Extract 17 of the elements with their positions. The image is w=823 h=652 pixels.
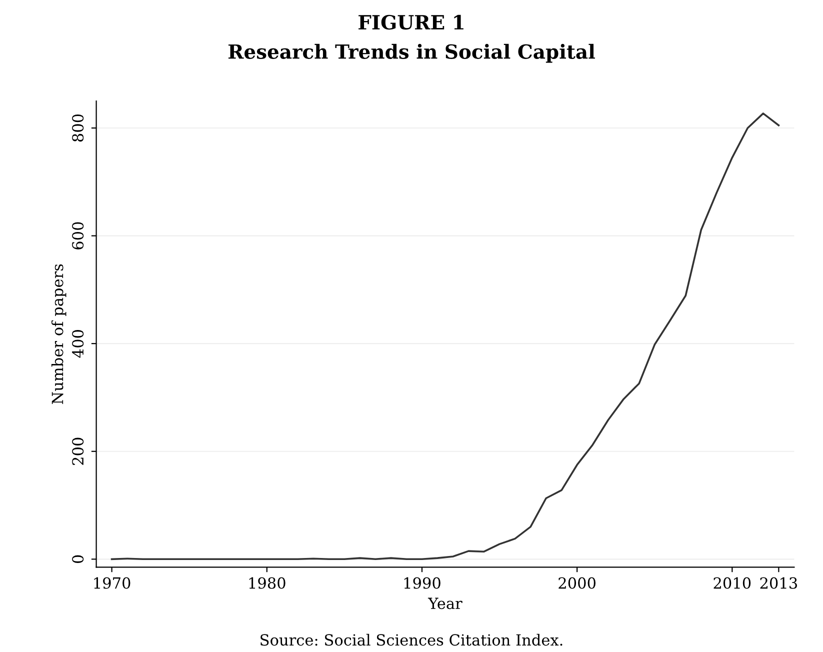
- y-tick-label: 0: [72, 555, 84, 564]
- y-axis-title: Number of papers: [51, 264, 66, 404]
- x-axis-title: Year: [428, 598, 462, 610]
- x-tick-label: 1970: [94, 577, 130, 589]
- x-tick-label: 2013: [760, 577, 797, 589]
- x-tick-label: 1990: [404, 577, 440, 589]
- source-note: Source: Social Sciences Citation Index.: [260, 634, 562, 646]
- y-tick-label: 200: [72, 438, 84, 465]
- chart-title: FIGURE 1: [358, 14, 464, 30]
- line-series: [110, 112, 780, 560]
- y-tick-label: 600: [72, 222, 84, 250]
- x-tick-label: 1980: [249, 577, 286, 589]
- x-tick-label: 2010: [714, 577, 751, 589]
- chart-subtitle: Research Trends in Social Capital: [228, 44, 595, 63]
- y-tick-label: 400: [72, 330, 84, 358]
- y-tick-label: 800: [72, 114, 84, 142]
- x-tick-label: 2000: [558, 577, 596, 589]
